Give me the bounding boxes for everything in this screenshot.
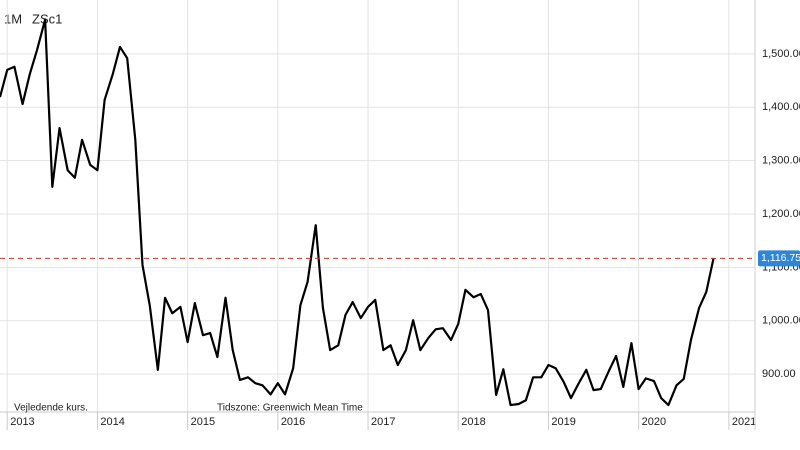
x-tick-label: 2013: [10, 416, 34, 428]
interval: 1M: [4, 11, 22, 26]
x-tick-label: 2014: [100, 416, 124, 428]
y-tick-label: 1,500.00: [762, 48, 800, 60]
symbol: ZSc1: [32, 11, 62, 26]
x-tick-label: 2020: [642, 416, 666, 428]
x-tick-label: 2018: [461, 416, 485, 428]
x-tick-label: 2017: [371, 416, 395, 428]
y-tick-label: 900.00: [762, 368, 796, 380]
x-tick-label: 2021: [732, 416, 756, 428]
x-tick-label: 2019: [551, 416, 575, 428]
footer-note: Vejledende kurs.: [14, 403, 88, 414]
last-price-label: 1,116.75: [761, 252, 800, 264]
y-tick-label: 1,300.00: [762, 155, 800, 167]
last-price-box: [758, 250, 800, 267]
y-tick-label: 1,000.00: [762, 315, 800, 327]
y-tick-label: 1,400.00: [762, 101, 800, 113]
x-tick-label: 2016: [281, 416, 305, 428]
x-tick-label: 2015: [191, 416, 215, 428]
footer-timezone: Tidszone: Greenwich Mean Time: [217, 403, 363, 414]
y-tick-label: 1,200.00: [762, 208, 800, 220]
price-line: [0, 18, 715, 407]
